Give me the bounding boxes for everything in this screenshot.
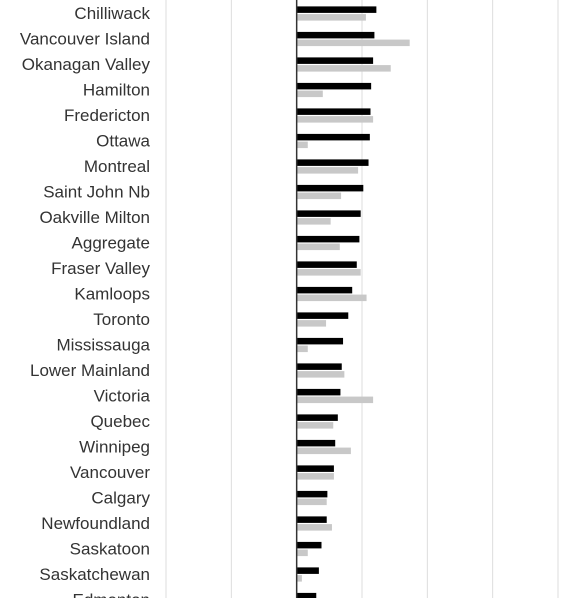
bar-series-1 xyxy=(296,82,372,90)
category-label: Aggregate xyxy=(72,234,150,253)
category-label: Hamilton xyxy=(83,81,150,100)
bar-series-1 xyxy=(296,235,360,243)
category-label: Quebec xyxy=(90,412,150,431)
bar-series-1 xyxy=(296,57,374,64)
bar-series-1 xyxy=(296,108,371,115)
category-label: Kamloops xyxy=(74,285,150,304)
bar-series-2 xyxy=(296,14,366,21)
bar-series-2 xyxy=(296,65,391,72)
bar-series-1 xyxy=(296,363,342,370)
bar-series-1 xyxy=(296,6,377,13)
bar-series-2 xyxy=(296,320,327,327)
category-label: Vancouver xyxy=(70,463,150,482)
bar-series-1 xyxy=(296,516,327,523)
bar-series-2 xyxy=(296,524,332,531)
bar-series-2 xyxy=(296,422,334,429)
bar-series-2 xyxy=(296,549,308,557)
bar-series-2 xyxy=(296,192,342,200)
bar-series-1 xyxy=(296,337,344,345)
category-label: Calgary xyxy=(91,489,150,508)
bar-series-1 xyxy=(296,388,341,396)
bar-series-1 xyxy=(296,286,353,294)
bar-series-2 xyxy=(296,575,302,582)
category-labels: Chilliwack Vancouver Island Okanagan Valle… xyxy=(20,4,151,598)
category-label: Lower Mainland xyxy=(30,361,150,380)
bar-series-2 xyxy=(296,294,367,302)
bar-series-1 xyxy=(296,567,319,574)
category-label: Fraser Valley xyxy=(51,259,150,278)
category-label: Mississauga xyxy=(56,336,150,355)
bar-series-2 xyxy=(296,345,308,353)
category-label: Saint John Nb xyxy=(43,183,150,202)
bar-series-2 xyxy=(296,243,340,251)
category-label: Chilliwack xyxy=(74,4,150,23)
category-label: Winnipeg xyxy=(79,438,150,457)
bar-series-2 xyxy=(296,498,327,506)
bar-series-1 xyxy=(296,592,317,598)
bar-series-1 xyxy=(296,31,375,39)
bar-series-2 xyxy=(296,167,359,174)
category-label: Toronto xyxy=(93,310,150,329)
bar-series-2 xyxy=(296,473,334,480)
bar-series-1 xyxy=(296,210,361,217)
category-label: Newfoundland xyxy=(41,514,150,533)
bar-series-2 xyxy=(296,90,323,98)
bar-series-2 xyxy=(296,141,308,149)
bar-series-1 xyxy=(296,465,334,472)
bars xyxy=(296,6,410,598)
category-label: Oakville Milton xyxy=(39,208,150,227)
bar-series-1 xyxy=(296,184,364,192)
bar-series-1 xyxy=(296,439,336,447)
bar-series-2 xyxy=(296,39,410,47)
category-label: Saskatoon xyxy=(70,540,150,559)
category-label: Fredericton xyxy=(64,106,150,125)
bar-series-2 xyxy=(296,396,374,404)
bar-series-1 xyxy=(296,159,369,166)
category-label: Edmonton xyxy=(73,591,151,598)
category-label: Saskatchewan xyxy=(39,565,150,584)
category-label: Okanagan Valley xyxy=(22,55,151,74)
bar-series-2 xyxy=(296,218,331,225)
category-label: Ottawa xyxy=(96,132,150,151)
bar-series-1 xyxy=(296,133,370,141)
bar-series-1 xyxy=(296,490,328,498)
bar-series-2 xyxy=(296,371,345,378)
bar-series-1 xyxy=(296,541,322,549)
category-label: Victoria xyxy=(94,387,151,406)
bar-series-2 xyxy=(296,447,351,455)
bar-series-2 xyxy=(296,269,361,276)
bar-series-1 xyxy=(296,312,349,319)
bar-series-1 xyxy=(296,261,357,268)
category-label: Vancouver Island xyxy=(20,30,150,49)
bar-series-2 xyxy=(296,116,374,123)
bar-series-1 xyxy=(296,414,338,421)
category-label: Montreal xyxy=(84,157,150,176)
